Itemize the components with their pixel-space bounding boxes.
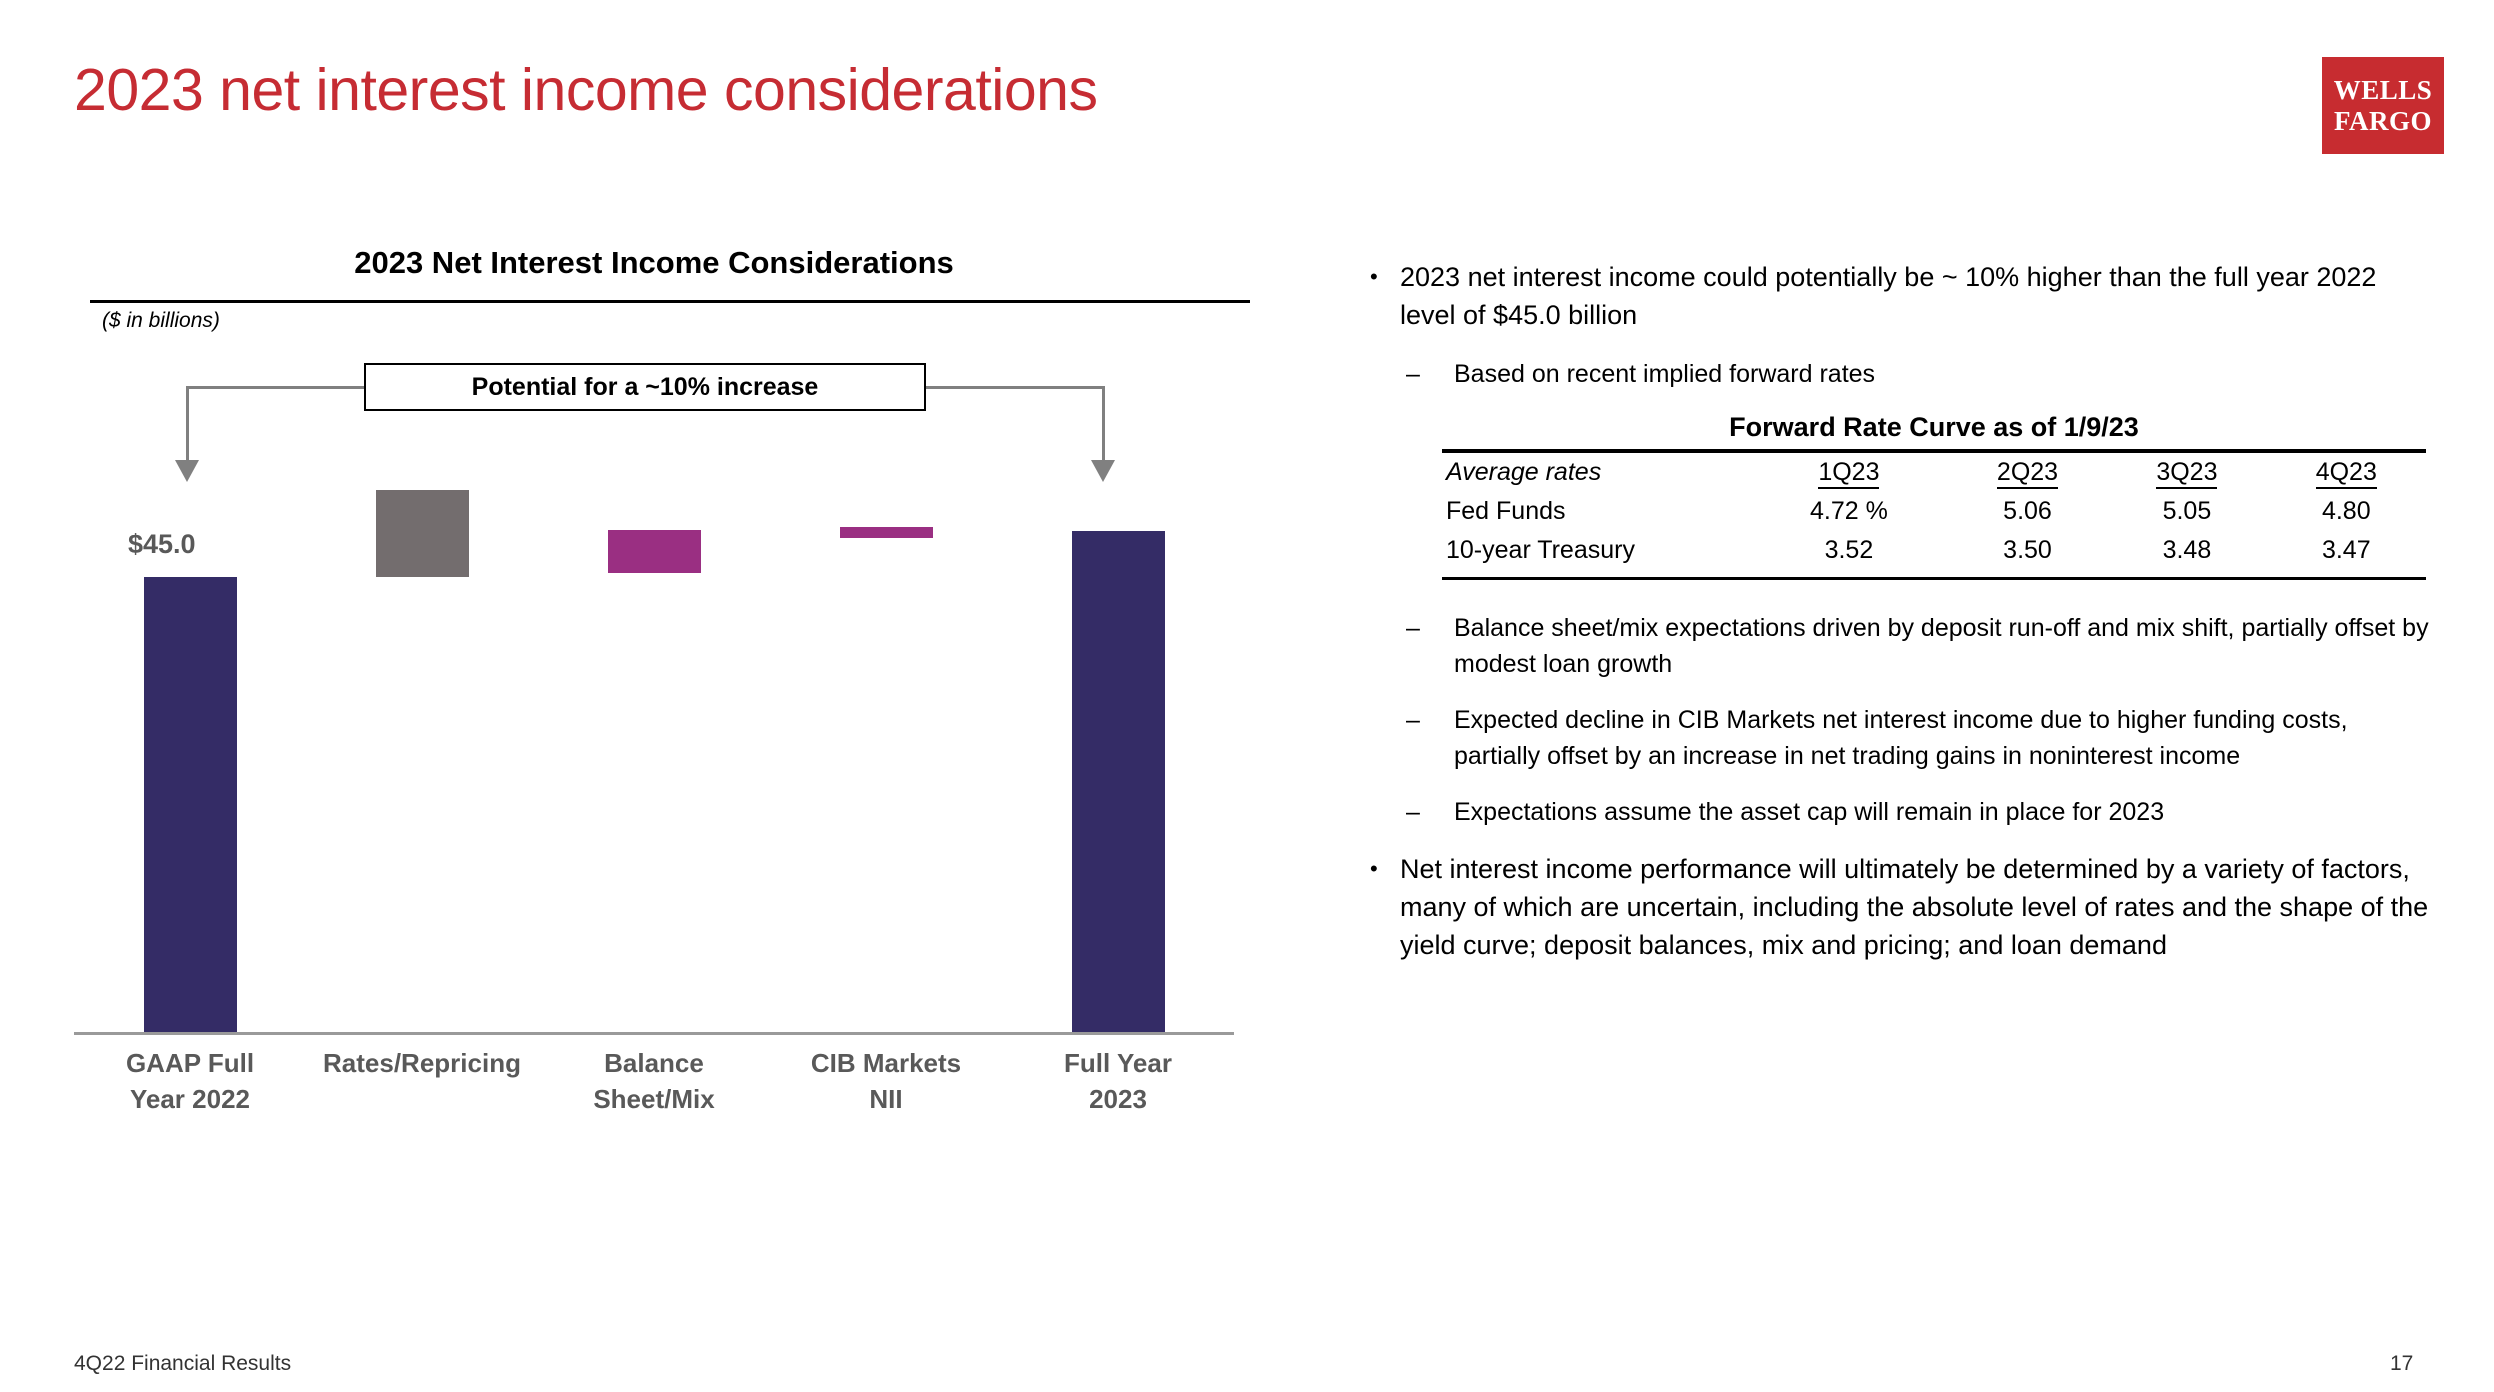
table-row: Fed Funds 4.72 % 5.06 5.05 4.80 bbox=[1442, 492, 2426, 531]
chart-bar-2 bbox=[375, 489, 469, 578]
bullet-primary-1: • 2023 net interest income could potenti… bbox=[1358, 258, 2438, 334]
forward-rate-curve-table: Average rates 1Q23 2Q23 3Q23 4Q23 Fed Fu… bbox=[1442, 449, 2426, 577]
bullet-primary-2-text: Net interest income performance will ult… bbox=[1400, 854, 2429, 960]
chart-bar-1 bbox=[143, 577, 237, 1035]
bullet-sub-4-text: Expectations assume the asset cap will r… bbox=[1454, 798, 2165, 826]
bullet-sub-4: – Expectations assume the asset cap will… bbox=[1358, 794, 2438, 830]
table-header-row: Average rates 1Q23 2Q23 3Q23 4Q23 bbox=[1442, 451, 2426, 492]
callout-connector-right bbox=[922, 386, 1104, 389]
table-cell: 5.06 bbox=[2003, 497, 2052, 525]
bar-data-label-gaap-2022: $45.0 bbox=[128, 529, 196, 560]
x-axis-label-line: 2023 bbox=[1089, 1084, 1147, 1114]
table-col-header-1-text: 1Q23 bbox=[1818, 458, 1880, 489]
x-axis-label-line: Year 2022 bbox=[129, 1084, 250, 1114]
chart-units-note: ($ in billions) bbox=[102, 309, 220, 332]
x-axis-label-2: Rates/Repricing bbox=[306, 1045, 538, 1117]
callout-connector-right-stem bbox=[1102, 386, 1105, 464]
callout-label: Potential for a ~10% increase bbox=[364, 363, 926, 411]
chart-bar-3 bbox=[607, 530, 701, 574]
bullet-sub-2: – Balance sheet/mix expectations driven … bbox=[1358, 610, 2438, 682]
x-axis-label-line: Rates/Repricing bbox=[323, 1048, 521, 1078]
chart-bar-4 bbox=[839, 527, 933, 539]
x-axis-label-line: Sheet/Mix bbox=[593, 1084, 715, 1114]
wells-fargo-logo: WELLS FARGO bbox=[2322, 57, 2444, 154]
table-col-header-1: 1Q23 bbox=[1750, 451, 1948, 492]
table-bottom-divider bbox=[1442, 577, 2426, 580]
bullet-sub-3: – Expected decline in CIB Markets net in… bbox=[1358, 702, 2438, 774]
table-col-header-3-text: 3Q23 bbox=[2156, 458, 2218, 489]
chart-x-axis-labels: GAAP Full Year 2022 Rates/Repricing Balanc… bbox=[74, 1045, 1234, 1117]
table-row: 10-year Treasury 3.52 3.50 3.48 3.47 bbox=[1442, 531, 2426, 577]
bullet-marker-icon: • bbox=[1370, 264, 1378, 289]
x-axis-label-4: CIB Markets NII bbox=[770, 1045, 1002, 1117]
table-header: Average rates 1Q23 2Q23 3Q23 4Q23 bbox=[1442, 451, 2426, 492]
dash-marker-icon: – bbox=[1406, 614, 1420, 642]
commentary-column: • 2023 net interest income could potenti… bbox=[1358, 258, 2438, 986]
x-axis-label-3: Balance Sheet/Mix bbox=[538, 1045, 770, 1117]
table-col-header-2: 2Q23 bbox=[1948, 451, 2107, 492]
callout-arrow-left-icon bbox=[175, 460, 199, 482]
table-body: Fed Funds 4.72 % 5.06 5.05 4.80 10-year … bbox=[1442, 492, 2426, 577]
table-cell: 3.47 bbox=[2321, 536, 2371, 564]
forward-rate-curve-title: Forward Rate Curve as of 1/9/23 bbox=[1729, 412, 2139, 442]
table-col-header-3: 3Q23 bbox=[2107, 451, 2266, 492]
dash-marker-icon: – bbox=[1406, 706, 1420, 734]
logo-line-2: FARGO bbox=[2334, 105, 2432, 136]
table-col-header-2-text: 2Q23 bbox=[1996, 458, 2059, 489]
bullet-sub-2-text: Balance sheet/mix expectations driven by… bbox=[1454, 614, 2429, 678]
x-axis-label-line: Balance bbox=[604, 1048, 704, 1078]
bullet-primary-2: • Net interest income performance will u… bbox=[1358, 850, 2438, 964]
table-row-label: 10-year Treasury bbox=[1446, 536, 1635, 564]
dash-marker-icon: – bbox=[1406, 360, 1420, 388]
bullet-sub-3-text: Expected decline in CIB Markets net inte… bbox=[1454, 706, 2348, 770]
chart-plot-area: $45.0 bbox=[74, 455, 1234, 1035]
x-axis-label-line: Full Year bbox=[1064, 1048, 1172, 1078]
dash-marker-icon: – bbox=[1406, 798, 1420, 826]
table-cell: 5.05 bbox=[2162, 497, 2212, 525]
chart-bar-5 bbox=[1071, 531, 1165, 1035]
table-row-label: Fed Funds bbox=[1446, 497, 1566, 525]
x-axis-label-5: Full Year 2023 bbox=[1002, 1045, 1234, 1117]
x-axis-label-line bbox=[306, 1081, 538, 1117]
waterfall-chart-panel: 2023 Net Interest Income Considerations … bbox=[74, 245, 1324, 1145]
x-axis-label-1: GAAP Full Year 2022 bbox=[74, 1045, 306, 1117]
x-axis-label-line: NII bbox=[869, 1084, 903, 1114]
bullet-marker-icon: • bbox=[1370, 856, 1378, 881]
table-col-header-0: Average rates bbox=[1442, 451, 1750, 492]
bullet-primary-1-text: 2023 net interest income could potential… bbox=[1400, 262, 2377, 330]
chart-title: 2023 Net Interest Income Considerations bbox=[354, 245, 954, 280]
table-cell: 3.48 bbox=[2162, 536, 2212, 564]
bullet-sub-1: – Based on recent implied forward rates bbox=[1358, 356, 2438, 392]
page-number: 17 bbox=[2390, 1352, 2414, 1375]
logo-line-1: WELLS bbox=[2333, 74, 2433, 105]
table-cell: 4.80 bbox=[2321, 497, 2371, 525]
chart-title-divider bbox=[90, 300, 1250, 303]
forward-rate-curve-table-wrap: Forward Rate Curve as of 1/9/23 Average … bbox=[1442, 412, 2426, 580]
table-col-header-0-text: Average rates bbox=[1446, 458, 1602, 486]
x-axis-label-line: CIB Markets bbox=[810, 1048, 962, 1078]
footer-label: 4Q22 Financial Results bbox=[74, 1352, 292, 1375]
table-col-header-4-text: 4Q23 bbox=[2315, 458, 2377, 489]
x-axis-label-line: GAAP Full bbox=[125, 1048, 255, 1078]
table-cell: 3.52 bbox=[1824, 536, 1874, 564]
chart-baseline-axis bbox=[74, 1032, 1234, 1035]
table-cell: 3.50 bbox=[2003, 536, 2052, 564]
callout-connector-left-stem bbox=[186, 386, 189, 464]
callout-connector-left bbox=[186, 386, 368, 389]
table-cell: 4.72 % bbox=[1809, 497, 1888, 525]
table-col-header-4: 4Q23 bbox=[2267, 451, 2426, 492]
callout-arrow-right-icon bbox=[1091, 460, 1115, 482]
page-title: 2023 net interest income considerations bbox=[74, 57, 1098, 123]
bullet-sub-1-text: Based on recent implied forward rates bbox=[1454, 360, 1876, 388]
